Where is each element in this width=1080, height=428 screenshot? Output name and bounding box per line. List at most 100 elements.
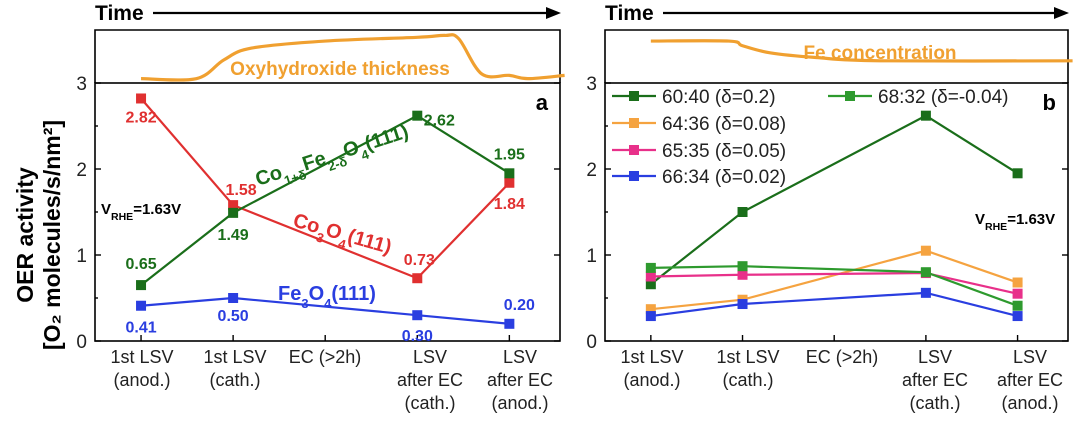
x-category-label: 1st LSV xyxy=(620,347,683,367)
time-label: Time xyxy=(605,2,654,25)
data-point xyxy=(920,110,931,121)
legend-label: 68:32 (δ=-0.04) xyxy=(878,87,1008,108)
data-point xyxy=(412,273,423,284)
data-label-co3o4: 0.73 xyxy=(404,252,435,269)
x-category-label: (anod.) xyxy=(623,370,680,390)
data-point xyxy=(737,299,748,310)
x-category-label: EC (>2h) xyxy=(806,347,879,367)
x-category-label: after EC xyxy=(997,370,1063,390)
legend-marker xyxy=(845,91,855,101)
strip-label: Fe concentration xyxy=(803,43,956,64)
strip-profile-line xyxy=(650,39,1073,63)
data-label-fe3o4: 0.50 xyxy=(218,308,249,325)
data-point xyxy=(737,261,748,272)
x-category-label: (cath.) xyxy=(404,393,455,413)
x-category-label: after EC xyxy=(397,370,463,390)
data-label-cofe: 1.95 xyxy=(494,146,525,163)
series-label-cofe-part: O xyxy=(340,137,362,163)
data-label-co3o4: 2.82 xyxy=(125,109,156,126)
series-line xyxy=(650,271,1018,295)
data-label-co3o4: 1.84 xyxy=(494,196,525,213)
data-point xyxy=(1012,300,1023,311)
y-axis-units: [O₂ molecules/s/nm²] xyxy=(39,120,65,350)
data-point xyxy=(228,200,239,211)
legend-marker xyxy=(629,145,639,155)
legend-label: 64:36 (δ=0.08) xyxy=(662,114,786,135)
y-tick-label: 1 xyxy=(586,246,597,267)
data-point xyxy=(737,269,748,280)
series-line xyxy=(650,291,1018,318)
panel-letter: b xyxy=(1043,90,1056,115)
series-label-fe3o4-part: O xyxy=(309,283,325,305)
series-label-fe3o4-part: 4 xyxy=(324,296,332,311)
data-point xyxy=(645,311,656,322)
data-label-cofe: 1.49 xyxy=(218,227,249,244)
x-category-label: 1st LSV xyxy=(203,347,266,367)
vrhe-annotation-part: RHE xyxy=(985,221,1007,233)
x-category-label: (cath.) xyxy=(909,393,960,413)
vrhe-annotation-part: RHE xyxy=(111,211,133,223)
data-label-fe3o4: 0.30 xyxy=(402,328,433,345)
y-tick-label: 3 xyxy=(586,74,597,95)
y-tick-label: 2 xyxy=(76,160,87,181)
data-point xyxy=(645,279,656,290)
data-label-co3o4: 1.58 xyxy=(226,182,257,199)
data-point xyxy=(645,304,656,315)
x-category-label: EC (>2h) xyxy=(289,347,362,367)
series-line xyxy=(140,114,510,286)
time-arrow-head xyxy=(1054,7,1069,19)
series-line xyxy=(140,97,511,280)
x-category-label: 1st LSV xyxy=(716,347,779,367)
x-category-label: (cath.) xyxy=(209,370,260,390)
y-axis-title: OER activity xyxy=(12,167,38,303)
data-point xyxy=(412,110,423,121)
data-label-fe3o4: 0.41 xyxy=(125,320,156,337)
x-category-label: after EC xyxy=(487,370,553,390)
legend-label: 65:35 (δ=0.05) xyxy=(662,141,786,162)
series-label-co3o4-part: O xyxy=(323,219,344,244)
data-label-cofe: 0.65 xyxy=(125,256,156,273)
legend-marker xyxy=(629,91,639,101)
x-category-label: (anod.) xyxy=(113,370,170,390)
data-point xyxy=(136,93,147,104)
x-category-label: (anod.) xyxy=(1001,393,1058,413)
series-line xyxy=(650,249,1018,311)
x-category-label: 1st LSV xyxy=(110,347,173,367)
x-category-label: after EC xyxy=(902,370,968,390)
legend-marker xyxy=(629,118,639,128)
series-label-cofe: Co1+δFe2-δO4(111) xyxy=(253,121,413,196)
y-tick-label: 0 xyxy=(76,332,87,353)
y-tick-label: 0 xyxy=(586,332,597,353)
data-point xyxy=(504,168,515,179)
vrhe-annotation-part: =1.63V xyxy=(1007,211,1055,228)
series-label-fe3o4-part: 3 xyxy=(301,296,308,311)
vrhe-annotation: VRHE=1.63V xyxy=(975,211,1055,233)
data-point xyxy=(920,267,931,278)
data-point xyxy=(412,310,423,321)
series-line xyxy=(140,296,510,325)
data-point xyxy=(136,280,147,291)
series-label-co3o4: Co3O4(111) xyxy=(289,210,394,264)
data-point xyxy=(920,245,931,256)
vrhe-annotation: VRHE=1.63V xyxy=(101,201,181,223)
vrhe-annotation-part: V xyxy=(101,201,111,218)
data-point xyxy=(645,262,656,273)
series-label-fe3o4-part: Fe xyxy=(278,283,301,305)
data-label-cofe: 2.62 xyxy=(424,113,455,130)
series-label-fe3o4: Fe3O4(111) xyxy=(278,283,376,311)
data-point xyxy=(504,318,515,329)
data-point xyxy=(1012,288,1023,299)
panel-a: Time Oxyhydroxide thickness 0 1 2 3 1st LSV (an… xyxy=(76,2,565,413)
data-point xyxy=(228,207,239,218)
y-tick-label: 1 xyxy=(76,246,87,267)
data-point xyxy=(737,207,748,217)
y-tick-label: 2 xyxy=(586,160,597,181)
series-line xyxy=(650,265,1018,307)
data-point xyxy=(1012,277,1023,288)
series-label-co3o4-part: 4 xyxy=(337,235,349,252)
time-label: Time xyxy=(95,2,144,25)
series-label-cofe-part: 2-δ xyxy=(326,153,349,173)
x-category-label: LSV xyxy=(918,347,952,367)
vrhe-annotation-part: =1.63V xyxy=(133,201,181,218)
